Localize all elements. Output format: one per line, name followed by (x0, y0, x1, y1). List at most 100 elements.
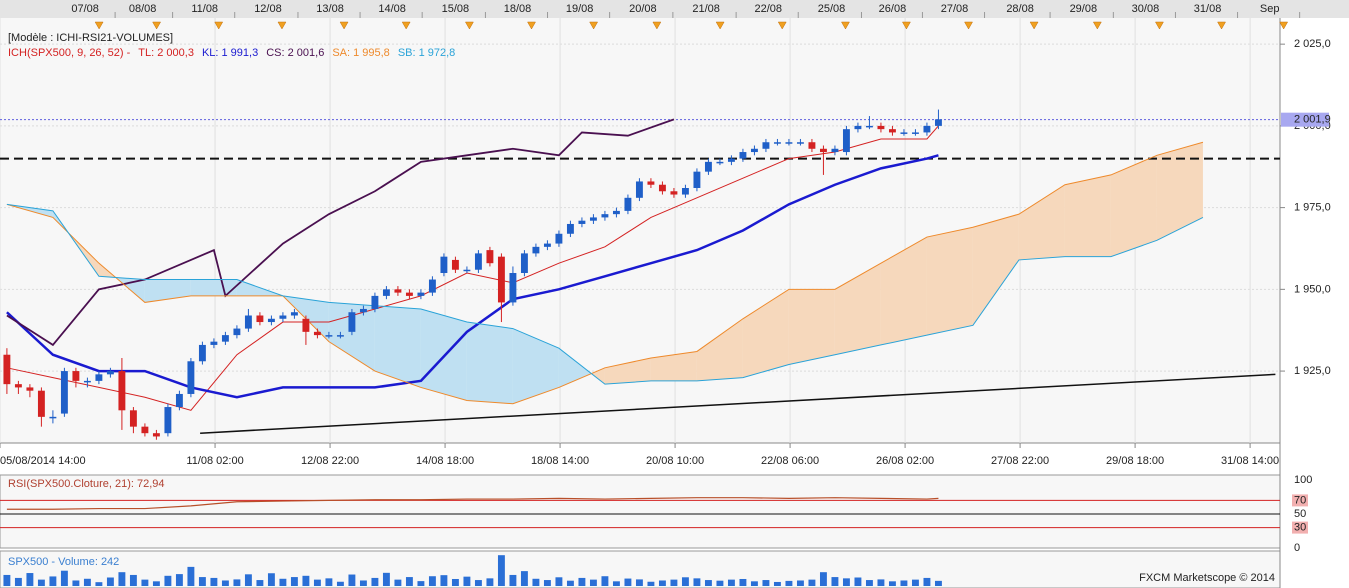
cloud (190, 279, 237, 296)
volume-bar (405, 577, 413, 586)
legend-entry: CS: 2 001,6 (266, 47, 324, 59)
candle-body (831, 148, 839, 153)
candle-body (14, 384, 22, 388)
date-bar (0, 0, 1349, 18)
candle-body (233, 328, 241, 336)
candle-body (520, 253, 528, 273)
event-marker (964, 21, 973, 30)
volume-bar (589, 579, 597, 586)
candle-body (704, 161, 712, 172)
volume-bar (543, 580, 551, 586)
candle-body (382, 289, 390, 296)
candle-body (854, 125, 862, 130)
candle-body (325, 335, 333, 337)
volume-bar (693, 578, 701, 586)
legend: ICH(SPX500, 9, 26, 52) - TL: 2 000,3 KL: 1… (8, 47, 455, 59)
event-marker (277, 21, 287, 30)
volume-bar (463, 576, 471, 586)
volume-bar (325, 578, 333, 586)
top-date-label: 14/08 (378, 3, 406, 15)
candle-body (762, 142, 770, 149)
top-date-label: 11/08 (191, 3, 218, 15)
volume-bar (647, 581, 655, 586)
volume-bar (290, 577, 298, 586)
top-date-label: 31/08 (1194, 3, 1222, 15)
candle-body (532, 246, 540, 254)
rsi-tick-label: 50 (1294, 508, 1306, 520)
cloud (591, 367, 605, 385)
top-date-label: 13/08 (316, 3, 344, 15)
event-marker (1155, 21, 1164, 30)
candle-body (934, 119, 942, 126)
rsi-tick-label: 0 (1294, 542, 1300, 554)
candle-body (152, 433, 160, 437)
top-date-label: 30/08 (1132, 3, 1160, 15)
top-date-label: 22/08 (754, 3, 782, 15)
volume-bar (474, 580, 482, 586)
candle-body (302, 318, 310, 332)
candle-body (796, 142, 804, 144)
volume-bar (509, 574, 517, 586)
event-marker (589, 21, 599, 30)
candle-body (83, 380, 91, 383)
volume-bar (210, 577, 218, 586)
cloud (1064, 174, 1111, 257)
volume-bar (60, 570, 68, 586)
x-tick-label: 29/08 18:00 (1106, 455, 1164, 467)
top-date-label: 26/08 (879, 3, 907, 15)
volume-bar (854, 577, 862, 586)
candle-body (670, 191, 678, 195)
last-price-label: 2 001,9 (1294, 114, 1331, 126)
volume-bar (773, 581, 781, 586)
candle-body (681, 188, 689, 195)
volume-bar (566, 580, 574, 586)
volume-bar (83, 578, 91, 586)
candle-body (106, 371, 114, 375)
volume-bar (394, 579, 402, 586)
volume-bar (14, 577, 22, 586)
volume-bar (95, 582, 103, 586)
candle-body (313, 331, 321, 336)
rsi-tick-label: 30 (1294, 522, 1306, 534)
event-marker (1029, 21, 1039, 30)
volume-bar (187, 566, 195, 586)
volume-bar (865, 580, 873, 586)
candle-body (428, 279, 436, 293)
volume-bar (164, 575, 172, 586)
top-date-label: 07/08 (71, 3, 99, 15)
volume-bar (302, 575, 310, 586)
candle-body (95, 374, 103, 381)
x-tick-label: 31/08 14:00 (1221, 455, 1279, 467)
candle-body (129, 410, 137, 427)
top-date-label: 29/08 (1070, 3, 1098, 15)
candle-body (911, 132, 919, 134)
top-date-label: 28/08 (1006, 3, 1034, 15)
legend-entry: KL: 1 991,3 (202, 47, 258, 59)
candle-body (923, 125, 931, 133)
cloud (880, 237, 927, 345)
cloud (696, 318, 743, 381)
candle-body (566, 223, 574, 234)
candle-body (693, 171, 701, 188)
event-marker (214, 21, 224, 30)
volume-bar (279, 578, 287, 586)
candle-body (279, 315, 287, 319)
candle-body (543, 243, 551, 247)
indicator-line (6, 154, 939, 399)
candle-body (118, 371, 126, 411)
indicator-line (6, 203, 1204, 385)
cloud (512, 328, 559, 404)
volume-bar (359, 580, 367, 586)
rsi-level-box (1292, 521, 1308, 534)
volume-bar (440, 575, 448, 586)
indicator-label: ICH(SPX500, 9, 26, 52) - (8, 47, 131, 59)
candle-body (750, 148, 758, 153)
candle-body (37, 390, 45, 417)
rsi-title: RSI(SPX500.Cloture, 21): 72,94 (8, 478, 165, 490)
rsi-tick-label: 70 (1294, 494, 1306, 506)
candle-body (739, 152, 747, 159)
candle-body (198, 344, 206, 362)
cloud (466, 322, 513, 404)
x-tick-label: 18/08 14:00 (531, 455, 589, 467)
cloud (1018, 184, 1065, 260)
